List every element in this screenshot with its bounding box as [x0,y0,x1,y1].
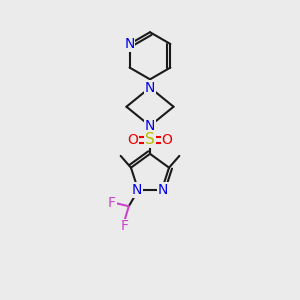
Text: O: O [128,133,138,147]
Text: N: N [124,37,135,51]
Text: O: O [162,133,172,147]
Text: N: N [158,183,168,197]
Text: N: N [145,81,155,94]
Text: N: N [132,183,142,197]
Text: N: N [145,119,155,133]
Text: F: F [120,219,128,233]
Text: F: F [108,196,116,210]
Text: S: S [145,133,155,148]
